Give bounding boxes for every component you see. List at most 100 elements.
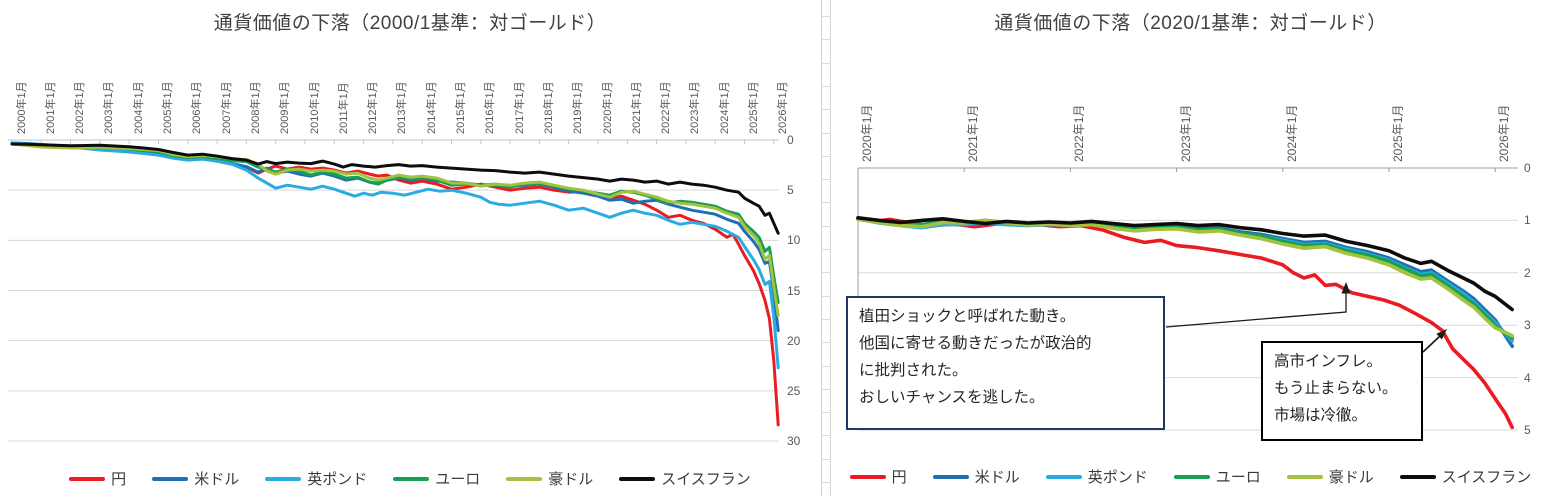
legend-label: 英ポンド: [307, 471, 368, 488]
x-tick-label: 2012年1月: [367, 81, 380, 134]
worksheet-row-line: [821, 459, 831, 460]
x-tick-label: 2014年1月: [425, 81, 438, 134]
y-tick-label: 1: [1524, 213, 1531, 228]
y-tick-label: 30: [787, 434, 801, 448]
legend-item-gbp: 英ポンド: [1045, 466, 1148, 487]
legend-swatch-yen: [849, 474, 886, 479]
legend-swatch-gbp: [265, 476, 302, 481]
legend-label: 円: [891, 469, 907, 486]
x-tick-label: 2009年1月: [279, 81, 292, 134]
legend-item-aud: 豪ドル: [506, 468, 593, 489]
y-tick-label: 3: [1524, 318, 1531, 333]
x-tick-label: 2004年1月: [132, 81, 145, 134]
series-line-usd: [10, 141, 780, 333]
y-tick-label: 5: [1524, 423, 1531, 437]
x-tick-label: 2019年1月: [572, 81, 585, 134]
worksheet-row-line: [821, 272, 831, 273]
annotation-box-ueda-shock[interactable]: 植田ショックと呼ばれた動き。 他国に寄せる動きだったが政治的 に批判された。 おしいチ…: [846, 296, 1165, 430]
annotation-box-takaichi-inflation[interactable]: 高市インフレ。 もう止まらない。 市場は冷徹。: [1261, 341, 1423, 441]
worksheet-row-line: [821, 179, 831, 180]
worksheet-row-line: [821, 202, 831, 203]
x-tick-label: 2023年1月: [1178, 104, 1193, 162]
legend-item-yen: 円: [69, 468, 126, 489]
worksheet-row-line: [821, 435, 831, 436]
legend-item-eur: ユーロ: [1173, 466, 1261, 487]
x-tick-label: 2017年1月: [513, 81, 526, 134]
worksheet-row-line: [821, 296, 831, 297]
legend-item-yen: 円: [849, 466, 907, 487]
x-tick-label: 2006年1月: [191, 81, 204, 134]
legend-swatch-gbp: [1045, 474, 1082, 479]
legend-label: スイスフラン: [661, 471, 751, 488]
legend-label: 円: [111, 471, 127, 488]
annotation-text-line: 市場は冷徹。: [1274, 407, 1368, 424]
x-tick-label: 2023年1月: [689, 81, 702, 134]
legend-swatch-eur: [1173, 474, 1210, 479]
annotation-text-line: もう止まらない。: [1274, 380, 1398, 397]
worksheet-row-line: [821, 226, 831, 227]
x-tick-label: 2011年1月: [337, 82, 350, 134]
worksheet-row-line: [821, 86, 831, 87]
chart-title-left: 通貨価値の下落（2000/1基準：対ゴールド）: [213, 13, 607, 34]
x-tick-label: 2025年1月: [1391, 104, 1405, 162]
legend-label: 英ポンド: [1087, 469, 1148, 486]
worksheet-row-line: [821, 156, 831, 157]
legend-right: 円 米ドル 英ポンド ユーロ 豪ドル スイスフラン: [834, 466, 1547, 487]
worksheet-row-line: [821, 319, 831, 320]
series-line-eur: [10, 142, 780, 304]
legend-swatch-aud: [506, 476, 543, 481]
x-tick-label: 2000年1月: [15, 81, 28, 134]
legend-left: 円 米ドル 英ポンド ユーロ 豪ドル スイスフラン: [0, 468, 820, 489]
annotation-text-line: に批判された。: [859, 362, 968, 379]
worksheet-row-line: [821, 133, 831, 134]
worksheet-column-line: [821, 0, 822, 496]
worksheet-row-line: [821, 16, 831, 17]
legend-item-usd: 米ドル: [152, 468, 239, 489]
worksheet-row-line: [821, 412, 831, 413]
x-tick-label: 2026年1月: [777, 81, 790, 134]
y-tick-label: 5: [787, 183, 794, 198]
legend-item-chf: スイスフラン: [619, 468, 751, 489]
y-tick-label: 4: [1524, 370, 1531, 385]
x-tick-label: 2015年1月: [455, 81, 467, 134]
x-tick-label: 2007年1月: [220, 81, 233, 134]
annotation-text-line: 植田ショックと呼ばれた動き。: [859, 308, 1076, 325]
series-line-chf: [10, 142, 780, 235]
worksheet-column-line: [830, 0, 831, 496]
x-tick-label: 2010年1月: [308, 81, 321, 134]
x-tick-label: 2024年1月: [1284, 104, 1299, 162]
legend-label: 豪ドル: [548, 471, 594, 488]
worksheet-row-line: [821, 39, 831, 40]
legend-item-gbp: 英ポンド: [265, 468, 367, 489]
legend-label: 米ドル: [194, 471, 240, 488]
y-tick-label: 25: [787, 383, 801, 398]
legend-swatch-chf: [1399, 474, 1436, 479]
y-tick-label: 15: [787, 283, 801, 298]
legend-label: ユーロ: [1215, 469, 1261, 486]
x-tick-label: 2021年1月: [966, 104, 981, 162]
x-tick-label: 2018年1月: [542, 81, 555, 134]
legend-swatch-chf: [619, 476, 656, 481]
x-tick-label: 2024年1月: [718, 81, 731, 134]
worksheet-row-line: [821, 389, 831, 390]
x-tick-label: 2020年1月: [860, 104, 874, 162]
y-tick-label: 10: [787, 233, 801, 248]
annotation-text-line: 他国に寄せる動きだったが政治的: [859, 335, 1092, 352]
x-tick-label: 2008年1月: [249, 81, 262, 134]
legend-label: ユーロ: [435, 471, 481, 488]
x-tick-label: 2022年1月: [660, 81, 673, 134]
worksheet-row-line: [821, 63, 831, 64]
worksheet-row-line: [821, 342, 831, 343]
x-tick-label: 2022年1月: [1072, 104, 1087, 162]
x-tick-label: 2002年1月: [74, 81, 87, 134]
legend-swatch-eur: [393, 476, 430, 481]
y-tick-label: 0: [787, 133, 794, 147]
legend-item-chf: スイスフラン: [1399, 466, 1531, 487]
x-tick-label: 2021年1月: [630, 81, 643, 134]
x-tick-label: 2003年1月: [103, 81, 116, 134]
series-line-yen: [10, 142, 780, 427]
legend-swatch-usd: [932, 474, 969, 479]
worksheet-row-line: [821, 249, 831, 250]
x-tick-label: 2005年1月: [162, 81, 174, 134]
legend-label: 豪ドル: [1328, 469, 1374, 486]
